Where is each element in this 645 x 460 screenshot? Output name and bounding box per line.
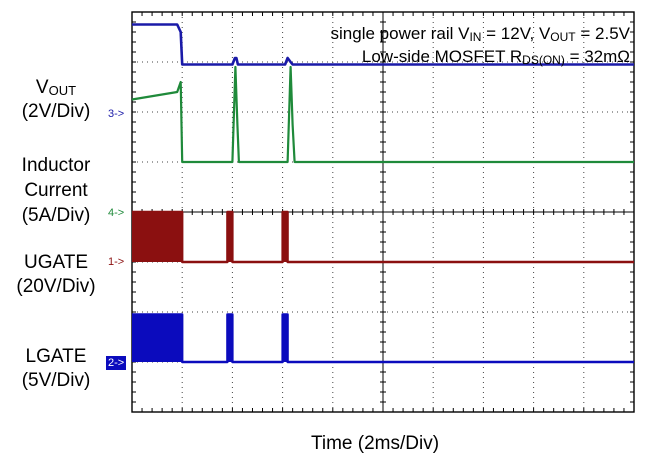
lgate-switching-burst xyxy=(227,314,233,362)
ugate-switching-burst xyxy=(282,212,288,262)
ugate-switching-burst xyxy=(132,212,183,262)
x-axis-label: Time (2ms/Div) xyxy=(310,433,440,454)
ch3-marker: 3-> xyxy=(108,108,125,120)
ch1-marker: 1-> xyxy=(108,256,125,268)
vout-trace xyxy=(132,23,634,66)
inductor-current-label: Inductor Current (5A/Div) xyxy=(21,155,91,226)
lgate-label: LGATE (5V/Div) xyxy=(21,346,91,391)
lgate-switching-burst xyxy=(132,314,183,362)
ugate-label: UGATE (20V/Div) xyxy=(16,252,96,297)
traces xyxy=(131,23,634,364)
lgate-switching-burst xyxy=(282,314,288,362)
vout-label: VOUT (2V/Div) xyxy=(21,77,91,122)
test-conditions-annotation: single power rail VIN = 12V, VOUT = 2.5V… xyxy=(331,24,630,70)
ch2-marker: 2-> xyxy=(106,356,127,370)
ch4-marker: 4-> xyxy=(108,207,125,219)
annotation-line-2: Low-side MOSFET RDS(ON) = 32mΩ xyxy=(361,47,630,67)
inductor-current-trace xyxy=(131,65,634,164)
annotation-line-1: single power rail VIN = 12V, VOUT = 2.5V xyxy=(330,24,630,44)
grid xyxy=(131,11,635,413)
ugate-switching-burst xyxy=(227,212,233,262)
